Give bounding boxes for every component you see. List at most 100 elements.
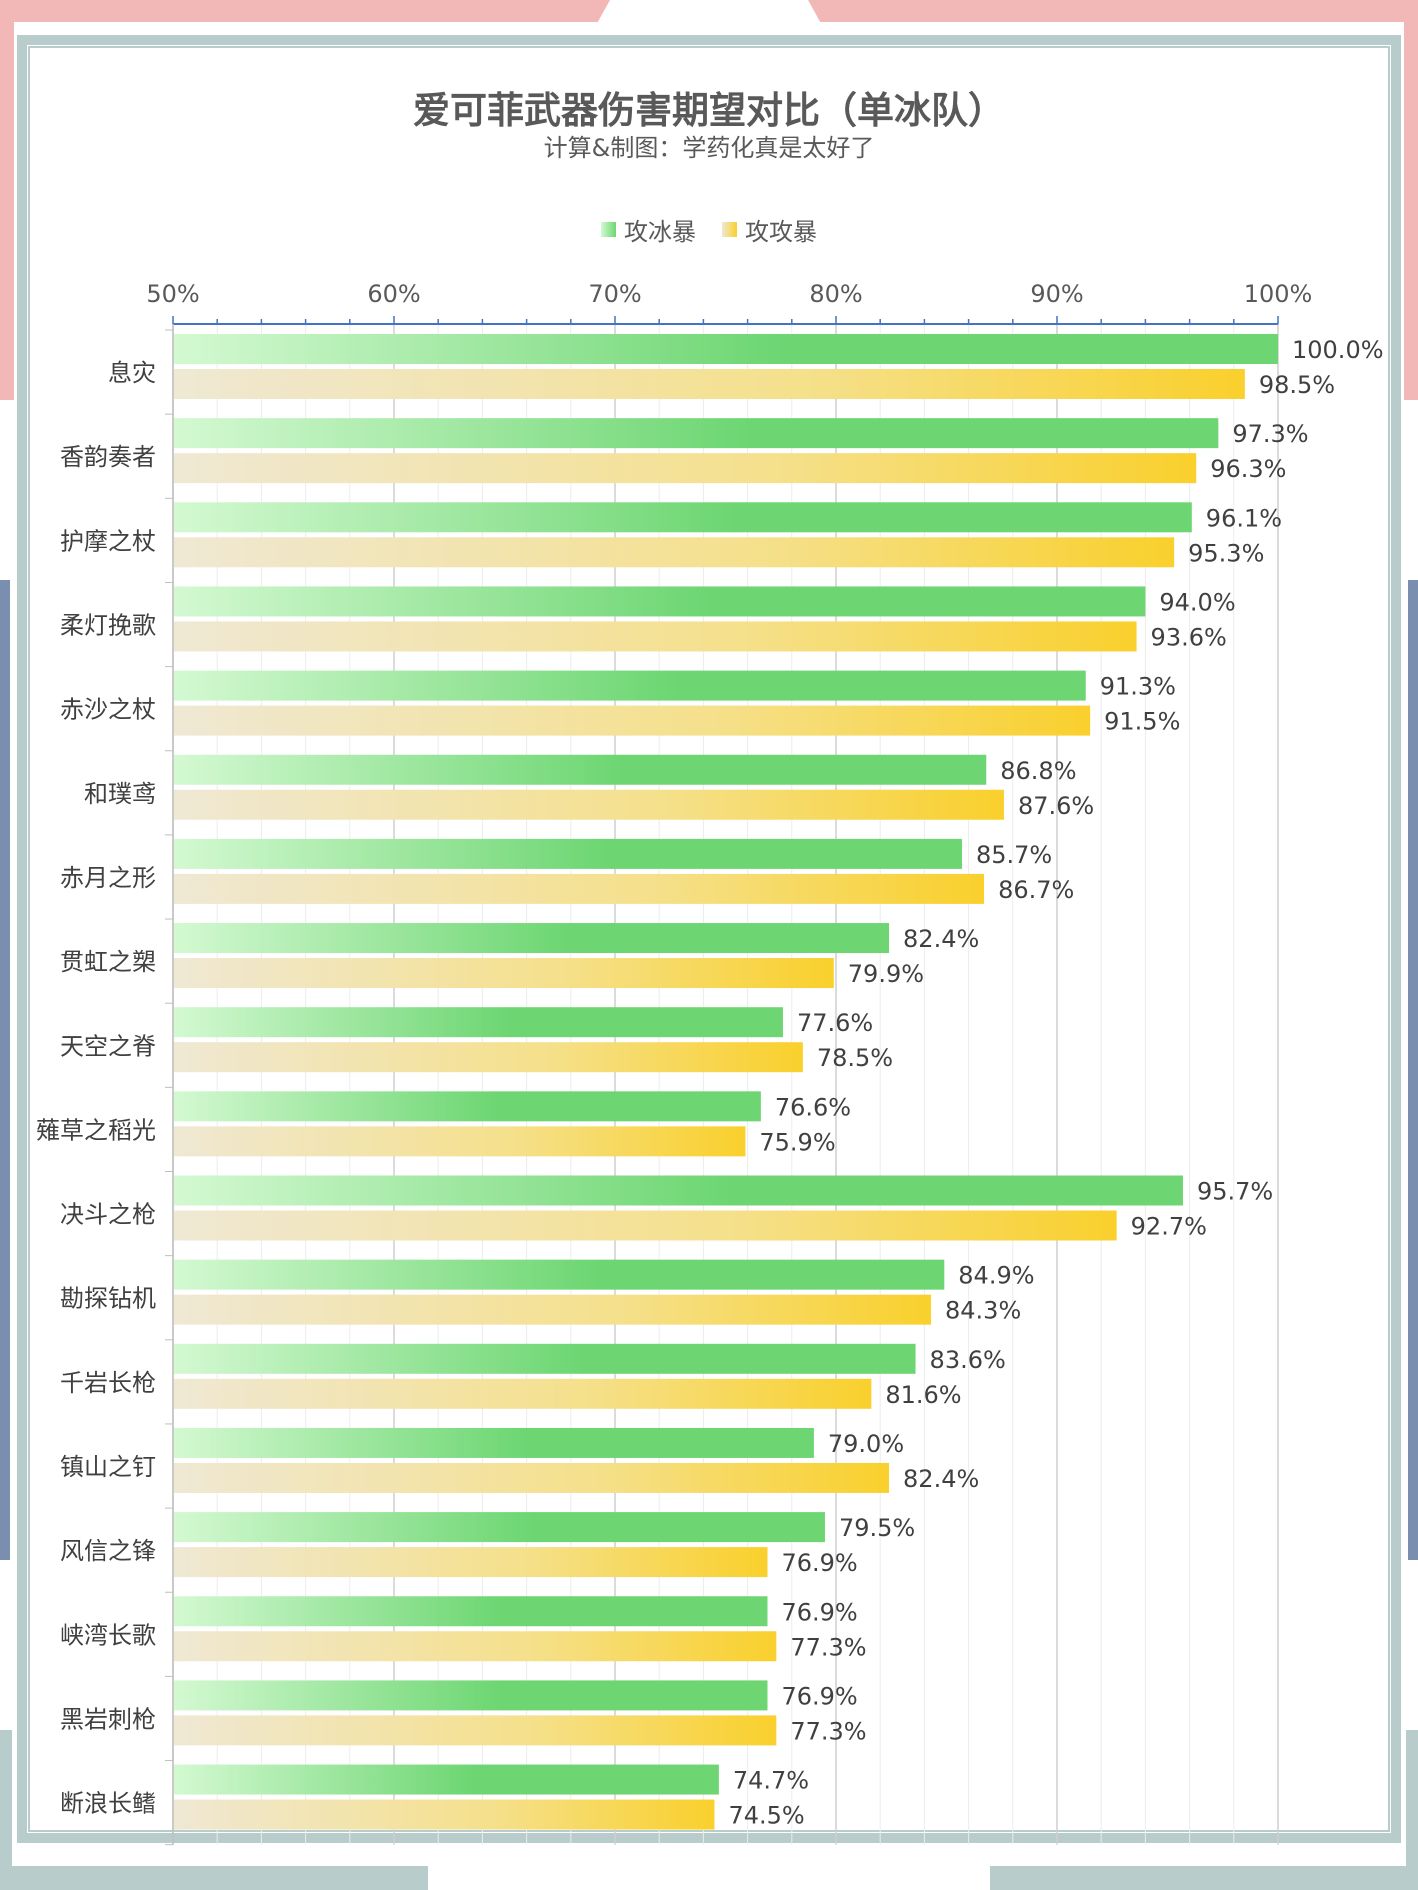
bar-series-1 (173, 1512, 825, 1543)
data-label-series-2: 75.9% (759, 1128, 835, 1156)
category-label: 千岩长枪 (60, 1369, 156, 1397)
data-label-series-1: 100.0% (1292, 336, 1384, 364)
data-label-series-1: 79.5% (839, 1514, 915, 1542)
bar-series-2 (173, 1462, 890, 1493)
bar-series-1 (173, 1091, 761, 1122)
category-label: 黑岩刺枪 (60, 1705, 156, 1733)
legend-label-series-2: 攻攻暴 (745, 218, 817, 246)
bar-series-2 (173, 1378, 872, 1409)
category-label: 决斗之枪 (60, 1201, 156, 1229)
bar-series-2 (173, 958, 834, 989)
category-label: 赤月之形 (60, 864, 156, 892)
x-tick-label: 90% (1030, 280, 1083, 308)
data-label-series-2: 74.5% (728, 1802, 804, 1830)
data-label-series-1: 85.7% (976, 841, 1052, 869)
bar-series-2 (173, 1126, 746, 1157)
category-label: 天空之脊 (60, 1032, 156, 1060)
bar-series-2 (173, 705, 1091, 736)
bar-series-2 (173, 1210, 1117, 1241)
x-tick-label: 60% (367, 280, 420, 308)
bar-series-1 (173, 923, 890, 954)
bar-series-1 (173, 754, 987, 785)
bar-series-2 (173, 453, 1197, 484)
x-tick-label: 100% (1244, 280, 1313, 308)
bar-series-1 (173, 1007, 783, 1038)
decor-pink-right (1404, 0, 1418, 400)
bar-series-1 (173, 1259, 945, 1290)
data-label-series-1: 79.0% (828, 1430, 904, 1458)
category-label: 贯虹之槊 (60, 948, 156, 976)
data-label-series-1: 76.9% (781, 1682, 857, 1710)
data-label-series-2: 84.3% (945, 1297, 1021, 1325)
legend: 攻冰暴 攻攻暴 (0, 212, 1418, 247)
category-label: 护摩之杖 (60, 527, 156, 555)
data-label-series-1: 84.9% (958, 1262, 1034, 1290)
data-label-series-2: 82.4% (903, 1465, 979, 1493)
decor-teal-bottom-left (0, 1866, 428, 1890)
legend-item-series-2: 攻攻暴 (722, 212, 817, 247)
data-label-series-2: 86.7% (998, 876, 1074, 904)
bar-series-1 (173, 1596, 768, 1627)
decor-teal-right (1406, 1730, 1418, 1890)
category-label: 断浪长鳍 (60, 1790, 156, 1818)
bar-series-1 (173, 502, 1192, 533)
data-label-series-1: 76.6% (775, 1093, 851, 1121)
bar-series-2 (173, 1294, 932, 1325)
data-label-series-1: 77.6% (797, 1009, 873, 1037)
x-tick-label: 70% (588, 280, 641, 308)
bar-series-1 (173, 418, 1219, 449)
bar-series-2 (173, 621, 1137, 652)
data-label-series-1: 74.7% (733, 1767, 809, 1795)
data-label-series-2: 76.9% (781, 1549, 857, 1577)
data-label-series-1: 83.6% (930, 1346, 1006, 1374)
legend-swatch-series-1 (601, 222, 616, 237)
bar-series-2 (173, 789, 1004, 820)
legend-label-series-1: 攻冰暴 (624, 218, 696, 246)
category-label: 薙草之稻光 (36, 1116, 156, 1144)
category-label: 峡湾长歌 (60, 1621, 156, 1649)
category-label: 镇山之钉 (60, 1453, 156, 1481)
data-label-series-2: 93.6% (1151, 623, 1227, 651)
data-label-series-2: 87.6% (1018, 792, 1094, 820)
decor-pink-top-left (0, 0, 610, 22)
data-label-series-1: 97.3% (1232, 420, 1308, 448)
x-tick-label: 50% (146, 280, 199, 308)
category-label: 香韵奏者 (60, 443, 156, 471)
data-label-series-2: 98.5% (1259, 371, 1335, 399)
category-label: 息灾 (108, 359, 156, 387)
bar-series-1 (173, 1427, 814, 1458)
bar-series-2 (173, 1715, 777, 1746)
bar-series-2 (173, 537, 1175, 568)
data-label-series-2: 95.3% (1188, 539, 1264, 567)
category-label: 勘探钻机 (60, 1285, 156, 1313)
chart-subtitle: 计算&制图：学药化真是太好了 (543, 134, 875, 162)
chart-title: 爱可菲武器伤害期望对比（单冰队） (413, 89, 1005, 132)
bar-series-1 (173, 334, 1278, 364)
bar-series-1 (173, 1343, 916, 1374)
data-label-series-1: 86.8% (1000, 757, 1076, 785)
data-label-series-2: 78.5% (817, 1044, 893, 1072)
bar-series-1 (173, 1764, 719, 1795)
data-label-series-1: 91.3% (1100, 673, 1176, 701)
decor-pink-left (0, 0, 14, 400)
legend-swatch-series-2 (722, 222, 737, 237)
bar-series-1 (173, 1175, 1183, 1206)
data-label-series-2: 91.5% (1104, 708, 1180, 736)
bar-series-2 (173, 1799, 715, 1830)
data-label-series-1: 82.4% (903, 925, 979, 953)
bar-series-1 (173, 838, 962, 869)
category-label: 赤沙之杖 (60, 696, 156, 724)
category-label: 风信之锋 (60, 1537, 156, 1565)
decor-blue-left (0, 580, 10, 1560)
bar-series-2 (173, 1042, 803, 1073)
data-label-series-2: 77.3% (790, 1717, 866, 1745)
bar-series-1 (173, 670, 1086, 701)
data-label-series-1: 96.1% (1206, 504, 1282, 532)
data-label-series-1: 76.9% (781, 1598, 857, 1626)
bar-series-2 (173, 369, 1245, 399)
decor-blue-right (1408, 580, 1418, 1560)
category-label: 柔灯挽歌 (60, 612, 156, 640)
bar-series-1 (173, 586, 1146, 617)
data-label-series-2: 92.7% (1131, 1213, 1207, 1241)
decor-teal-bottom-right (990, 1866, 1418, 1890)
